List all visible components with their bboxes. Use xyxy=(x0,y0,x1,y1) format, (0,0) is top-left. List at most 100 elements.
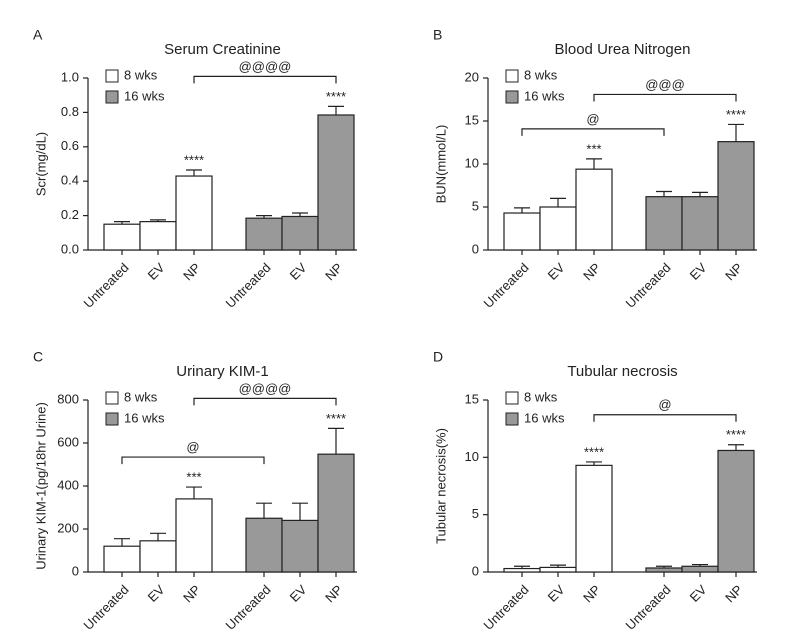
error-bar xyxy=(656,190,672,197)
bracket-label: @ xyxy=(186,440,199,455)
panel: C Urinary KIM-1 Urinary KIM-1(pg/18hr Urin… xyxy=(33,349,357,633)
x-tick-label: EV xyxy=(145,260,168,283)
legend-swatch xyxy=(105,90,119,104)
y-tick-label: 800 xyxy=(57,391,79,406)
legend-swatch xyxy=(105,412,119,426)
panel-label: B xyxy=(433,27,442,43)
legend-swatch xyxy=(505,412,519,426)
x-tick-label: EV xyxy=(687,260,710,283)
significance: *** xyxy=(586,141,601,156)
bar xyxy=(645,196,683,251)
error-bar xyxy=(656,565,672,568)
bar xyxy=(281,215,319,251)
error-bar xyxy=(692,191,708,197)
error-bar xyxy=(292,502,308,521)
significance: **** xyxy=(726,107,746,122)
x-tick-label: NP xyxy=(722,582,745,605)
legend-label: 8 wks xyxy=(124,67,158,82)
bar xyxy=(539,206,577,251)
significance: *** xyxy=(186,470,201,485)
x-tick-label: Untreated xyxy=(481,260,532,311)
bar xyxy=(175,498,213,573)
bar xyxy=(681,565,719,573)
y-tick-label: 1.0 xyxy=(61,69,79,84)
legend-label: 8 wks xyxy=(524,389,558,404)
x-tick-label: NP xyxy=(322,582,345,605)
y-tick-label: 5 xyxy=(472,198,479,213)
legend-swatch xyxy=(105,69,119,83)
legend-swatch xyxy=(105,391,119,405)
error-bar xyxy=(550,197,566,207)
bar xyxy=(139,540,177,573)
error-bar xyxy=(728,123,744,142)
error-bar xyxy=(256,502,272,519)
panel-label: D xyxy=(433,349,443,365)
significance: **** xyxy=(184,152,204,167)
x-tick-label: EV xyxy=(545,582,568,605)
x-tick-label: Untreated xyxy=(223,582,274,633)
y-tick-label: 10 xyxy=(465,155,479,170)
y-tick-label: 0 xyxy=(72,563,79,578)
error-bar xyxy=(328,427,344,455)
bracket xyxy=(193,75,337,84)
panel: B Blood Urea Nitrogen BUN(mmol/L) 0 5 10 15 20 8… xyxy=(433,27,757,311)
error-bar xyxy=(114,538,130,547)
bar xyxy=(103,223,141,251)
error-bar xyxy=(586,158,602,170)
error-bar xyxy=(328,105,344,115)
bracket-label: @ xyxy=(658,397,671,412)
x-tick-label: EV xyxy=(287,260,310,283)
significance: **** xyxy=(326,89,346,104)
x-tick-label: EV xyxy=(687,582,710,605)
y-tick-label: 15 xyxy=(465,112,479,127)
error-bar xyxy=(292,212,308,217)
error-bar xyxy=(514,565,530,569)
bar xyxy=(139,221,177,251)
bar xyxy=(645,567,683,573)
y-tick-label: 600 xyxy=(57,434,79,449)
error-bar xyxy=(256,215,272,219)
panel: D Tubular necrosis Tubular necrosis(%) 0 5 10… xyxy=(433,349,757,633)
y-tick-label: 0.2 xyxy=(61,207,79,222)
significance: **** xyxy=(326,411,346,426)
x-tick-label: Untreated xyxy=(81,582,132,633)
chart-title: Tubular necrosis xyxy=(567,363,677,380)
panel: A Serum Creatinine Scr(mg/dL) 0.0 0.2 0.4 0.6 0… xyxy=(33,27,357,311)
bar xyxy=(717,141,755,251)
bar xyxy=(245,517,283,573)
legend-label: 16 wks xyxy=(124,410,165,425)
x-tick-label: NP xyxy=(580,260,603,283)
legend-label: 8 wks xyxy=(124,389,158,404)
x-tick-label: NP xyxy=(322,260,345,283)
y-tick-label: 0.0 xyxy=(61,241,79,256)
y-tick-label: 10 xyxy=(465,449,479,464)
y-axis-label: BUN(mmol/L) xyxy=(433,125,448,204)
error-bar xyxy=(692,563,708,567)
bracket-label: @ xyxy=(586,111,599,126)
y-tick-label: 5 xyxy=(472,506,479,521)
x-tick-label: NP xyxy=(580,582,603,605)
bracket xyxy=(593,93,737,102)
bracket-label: @@@ xyxy=(645,77,685,92)
x-tick-label: Untreated xyxy=(223,260,274,311)
bracket-label: @@@@ xyxy=(239,381,292,396)
y-tick-label: 0.8 xyxy=(61,104,79,119)
chart-title: Blood Urea Nitrogen xyxy=(555,41,691,58)
legend-label: 16 wks xyxy=(524,410,565,425)
error-bar xyxy=(186,486,202,499)
bar xyxy=(245,217,283,251)
x-tick-label: NP xyxy=(180,582,203,605)
error-bar xyxy=(150,532,166,541)
bar xyxy=(503,567,541,573)
y-tick-label: 0 xyxy=(472,241,479,256)
y-axis-label: Tubular necrosis(%) xyxy=(433,428,448,544)
y-tick-label: 0.4 xyxy=(61,173,79,188)
error-bar xyxy=(114,221,130,225)
error-bar xyxy=(514,207,530,214)
error-bar xyxy=(550,564,566,568)
significance: **** xyxy=(726,427,746,442)
bar xyxy=(317,114,355,251)
error-bar xyxy=(728,444,744,451)
bar xyxy=(539,566,577,573)
